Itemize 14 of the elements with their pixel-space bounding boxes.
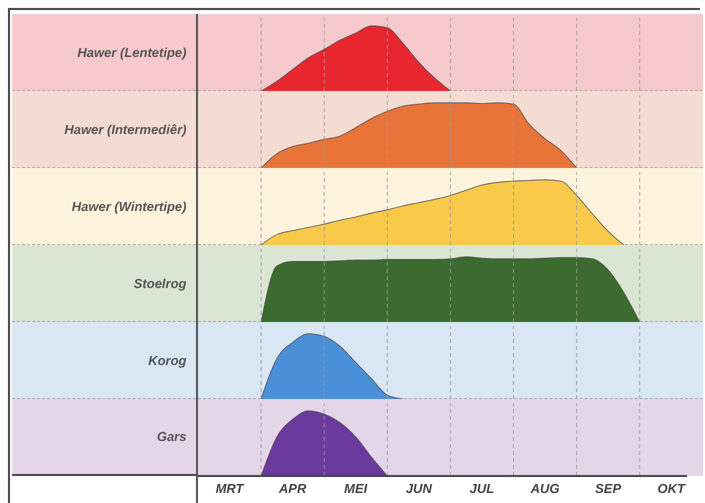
text: Hawer (Intermediêr): [64, 122, 186, 136]
x-tick-label: JUL: [470, 481, 495, 496]
text: Hawer (Lentetipe): [77, 44, 186, 60]
x-tick-label: JUN: [406, 481, 433, 496]
x-tick-label: MEI: [344, 481, 368, 496]
text: Korog: [148, 352, 186, 368]
x-tick-label: APR: [278, 481, 308, 496]
x-tick-label: OKT: [658, 481, 686, 496]
x-tick-label: SEP: [596, 481, 622, 496]
text: Hawer (Wintertipe): [72, 198, 186, 214]
x-tick-label: AUG: [530, 481, 560, 496]
text: Stoelrog: [134, 276, 186, 290]
text: Gars: [156, 429, 186, 444]
x-tick-label: MRT: [216, 481, 246, 496]
